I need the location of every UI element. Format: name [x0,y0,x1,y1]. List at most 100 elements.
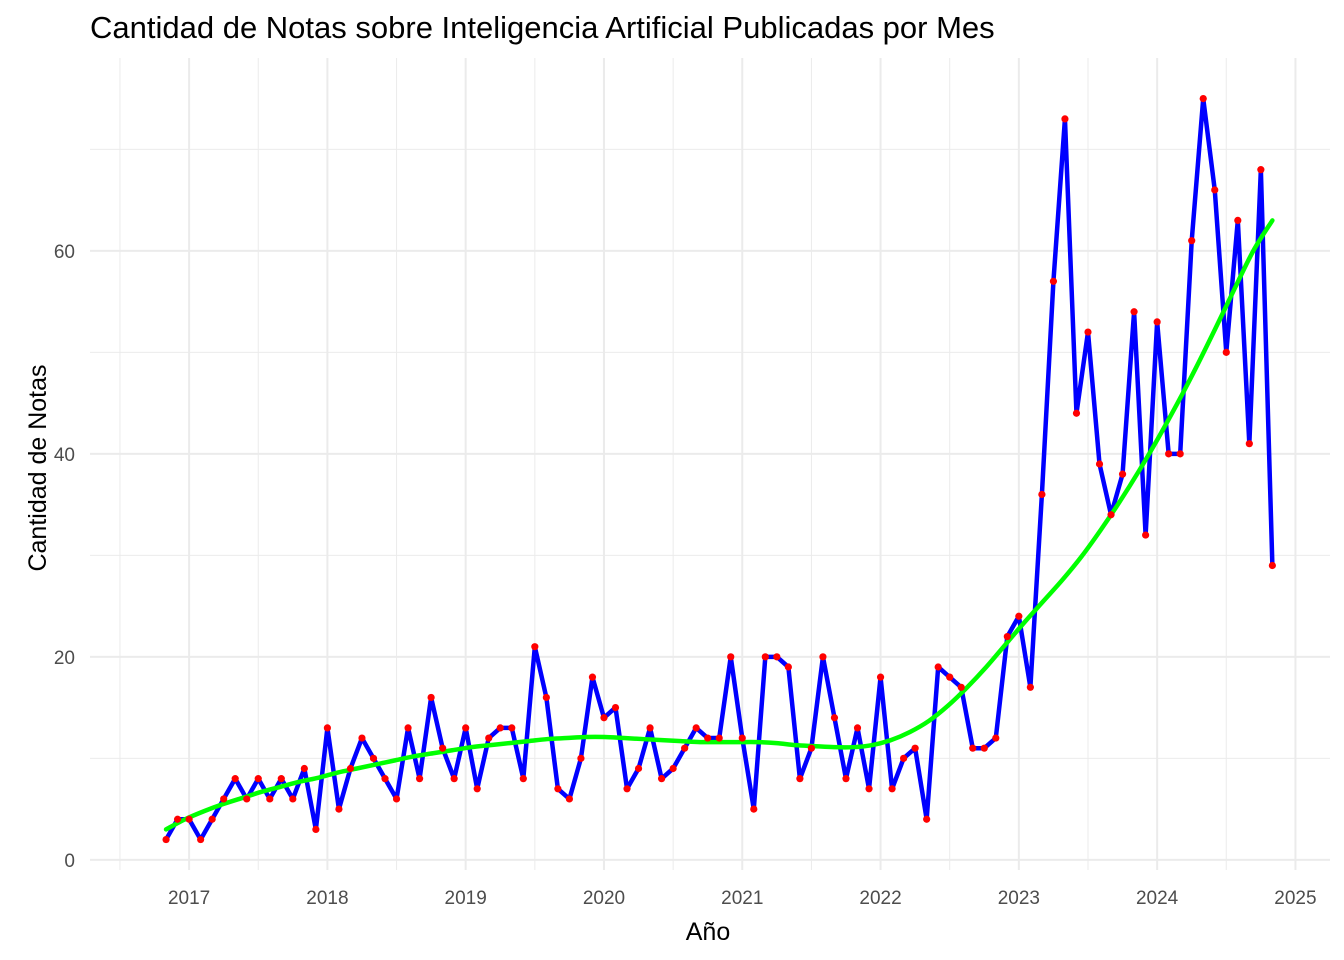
data-point [611,704,620,712]
data-point [784,663,792,671]
x-tick-label: 2017 [168,888,210,909]
data-point [1118,470,1127,478]
data-point [819,653,827,661]
data-point [254,775,262,783]
data-point [208,815,216,823]
data-point [346,764,355,773]
data-point [634,764,643,773]
data-point [646,724,654,732]
data-point [911,744,919,752]
series-line [163,96,1275,842]
data-point [692,724,700,732]
data-point [197,835,205,844]
x-tick-label: 2018 [306,888,348,909]
data-point [266,795,274,803]
x-tick-label: 2022 [859,888,901,909]
data-point [243,795,251,803]
data-point [588,673,597,681]
data-point [923,815,931,823]
x-axis-ticks: 2017 2018 2019 2020 2021 2022 2023 2024 2025 [168,888,1317,909]
data-point [750,805,758,813]
data-point [761,653,769,661]
data-point [1245,440,1253,448]
chart-title: Cantidad de Notas sobre Inteligencia Art… [90,10,995,45]
y-tick-label: 60 [54,242,75,263]
data-point [796,775,804,783]
data-point [439,744,447,752]
data-point [957,683,965,691]
data-point [1142,531,1150,539]
data-point [738,734,746,742]
data-point [980,744,988,752]
y-tick-label: 0 [64,851,75,872]
data-point [577,754,585,762]
data-point [162,835,170,844]
data-point [300,764,308,773]
data-point [727,653,735,661]
data-point [554,785,562,793]
data-point [231,775,239,783]
data-point [369,754,378,762]
data-point [934,663,942,671]
x-tick-label: 2020 [583,888,625,909]
data-point [185,815,193,823]
data-point [289,795,297,803]
data-point [415,775,424,783]
x-tick-label: 2025 [1274,888,1316,909]
data-point [1072,409,1081,417]
data-point [830,714,839,722]
data-point [1153,318,1161,326]
data-point [1222,348,1230,356]
data-point [681,744,689,752]
data-point [1176,450,1184,458]
data-point [888,785,896,793]
x-tick-label: 2019 [445,888,487,909]
data-point [900,754,908,762]
data-point [1084,328,1092,336]
data-point [865,785,873,793]
data-point [531,643,539,651]
x-tick-label: 2021 [721,888,763,909]
data-point [1015,612,1023,620]
data-point [842,775,850,783]
data-point [1211,186,1219,194]
data-point [496,724,504,732]
data-point [485,734,493,742]
data-point [381,775,389,783]
data-point [565,795,574,803]
data-point [404,724,412,732]
y-axis-title: Cantidad de Notas [24,364,52,571]
data-point [462,724,470,732]
data-point [1268,561,1276,570]
x-axis-title: Año [686,918,730,946]
data-point [542,693,550,702]
data-point [657,775,666,783]
data-point [1107,511,1115,519]
data-point [312,825,320,834]
data-point [1038,490,1046,499]
data-point [853,724,862,732]
data-point [358,734,366,742]
data-point [1049,277,1058,285]
data-point [1199,95,1207,103]
data-point [220,795,228,803]
data-point [1257,166,1265,174]
data-point [600,714,608,722]
data-point [450,775,458,783]
data-point [669,764,677,773]
data-point [1003,632,1011,641]
data-point [508,724,516,732]
data-point [1026,683,1034,691]
data-point [992,734,1000,742]
data-point [969,744,977,752]
data-point [704,734,712,742]
data-point [392,795,401,803]
x-tick-label: 2023 [998,888,1040,909]
data-point [715,734,723,742]
data-point [623,785,631,793]
data-point [519,775,527,783]
data-point [1234,216,1242,224]
data-point [1130,308,1138,316]
data-point [807,744,816,752]
